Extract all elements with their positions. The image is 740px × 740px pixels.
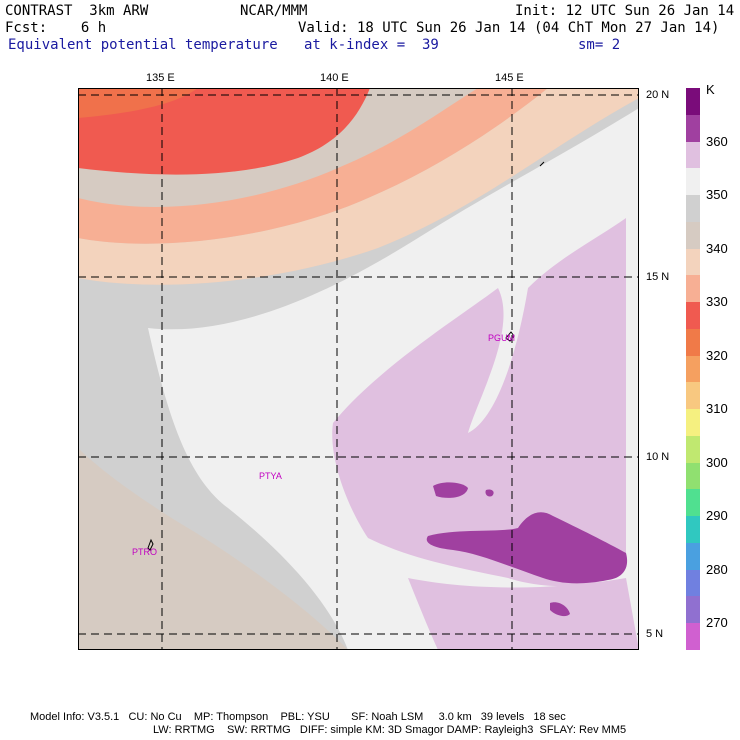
contour-340-region — [78, 88, 639, 285]
colorbar-label-350: 350 — [706, 187, 728, 203]
level-label: at k-index = 39 — [304, 37, 439, 53]
lon-label-140: 140 E — [320, 72, 349, 84]
model-info: Model Info: V3.5.1 CU: No Cu MP: Thompso… — [30, 711, 566, 723]
theta-e-map — [78, 88, 639, 650]
palau-island — [147, 538, 154, 551]
contour-365-core — [426, 512, 628, 584]
colorbar — [686, 88, 700, 651]
lat-label-5: 5 N — [646, 628, 664, 640]
field-name: Equivalent potential temperature — [8, 37, 278, 53]
colorbar-swatch — [686, 88, 700, 116]
contour-360-southern-lobe — [408, 578, 639, 650]
colorbar-label-280: 280 — [706, 561, 728, 577]
colorbar-swatch — [686, 596, 700, 624]
colorbar-label-340: 340 — [706, 240, 728, 256]
colorbar-swatch — [686, 221, 700, 250]
colorbar-swatch — [686, 168, 700, 196]
colorbar-swatch — [686, 569, 700, 597]
colorbar-swatch — [686, 195, 700, 223]
colorbar-label-300: 300 — [706, 454, 728, 470]
colorbar-swatch — [686, 462, 700, 490]
contour-365-south-blob — [550, 602, 570, 617]
colorbar-unit: K — [706, 82, 715, 97]
valid-time: Valid: 18 UTC Sun 26 Jan 14 (04 ChT Mon … — [298, 20, 720, 36]
colorbar-swatch — [686, 623, 700, 651]
colorbar-label-330: 330 — [706, 294, 728, 310]
colorbar-label-290: 290 — [706, 508, 728, 524]
colorbar-label-320: 320 — [706, 347, 728, 363]
map-frame — [78, 88, 639, 650]
colorbar-swatch — [686, 489, 700, 517]
guam-island — [505, 331, 515, 342]
colorbar-swatch — [686, 302, 700, 330]
colorbar-label-360: 360 — [706, 133, 728, 149]
graticule — [78, 88, 639, 650]
contour-365-small-blob — [485, 489, 494, 497]
lon-label-135: 135 E — [146, 72, 175, 84]
colorbar-swatch — [686, 516, 700, 544]
colorbar-swatch — [686, 542, 700, 571]
colorbar-swatch — [686, 409, 700, 437]
colorbar-label-310: 310 — [706, 401, 728, 417]
model-title: CONTRAST 3km ARW — [5, 3, 149, 19]
lat-label-10: 10 N — [646, 451, 670, 463]
lat-label-20: 20 N — [646, 89, 670, 101]
contour-365-north-blob — [433, 482, 468, 498]
colorbar-swatch — [686, 435, 700, 464]
physics-info: LW: RRTMG SW: RRTMG DIFF: simple KM: 3D … — [153, 724, 627, 736]
contour-335-region — [78, 88, 548, 244]
mariana-island — [539, 161, 545, 167]
colorbar-swatch — [686, 328, 700, 357]
colorbar-swatch — [686, 382, 700, 410]
colorbar-swatch — [686, 141, 700, 169]
station-pgum: PGUM — [488, 333, 515, 343]
station-ptro: PTRO — [132, 547, 158, 557]
colorbar-swatch — [686, 355, 700, 383]
org-label: NCAR/MMM — [240, 3, 308, 19]
contour-330-region — [78, 88, 370, 175]
init-time: Init: 12 UTC Sun 26 Jan 14 — [515, 3, 735, 19]
colorbar-label-270: 270 — [706, 615, 728, 631]
colorbar-swatch — [686, 275, 700, 303]
colorbar-swatch — [686, 114, 700, 142]
station-ptya: PTYA — [259, 471, 282, 481]
colorbar-swatch — [686, 248, 700, 276]
contour-360-region — [332, 218, 626, 587]
forecast-hour: Fcst: 6 h — [5, 20, 107, 36]
lat-label-15: 15 N — [646, 271, 670, 283]
lon-label-145: 145 E — [495, 72, 524, 84]
smoothing-label: sm= 2 — [578, 37, 621, 53]
